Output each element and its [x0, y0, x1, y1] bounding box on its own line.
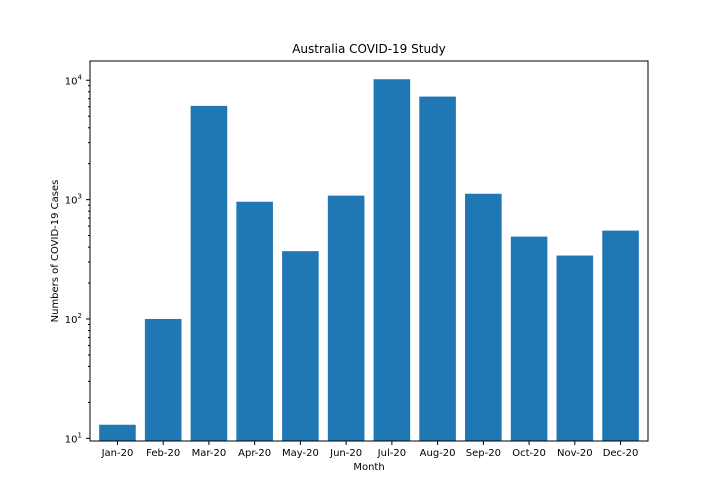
- bar-jul-20: [373, 79, 411, 441]
- x-tick-label: Apr-20: [238, 448, 271, 459]
- x-tick-label: Oct-20: [512, 448, 546, 459]
- x-ticks-group: Jan-20 Feb-20 Mar-20 Apr-20 May-20 Jun-20 Jul-…: [101, 441, 639, 459]
- bar-apr-20: [236, 201, 273, 441]
- y-tick-label: 101: [65, 431, 82, 445]
- chart-title: Australia COVID-19 Study: [292, 42, 446, 56]
- x-tick-label: Jul-20: [377, 448, 406, 459]
- x-tick-label: May-20: [282, 448, 319, 459]
- bars-group: [99, 79, 639, 442]
- bar-nov-20: [556, 255, 594, 441]
- bar-mar-20: [190, 105, 228, 441]
- bar-jan-20: [99, 424, 136, 441]
- bar-sep-20: [465, 193, 502, 441]
- bar-feb-20: [144, 318, 182, 441]
- x-tick-label: Nov-20: [557, 448, 593, 459]
- bar-oct-20: [510, 236, 548, 441]
- y-ticks-group: 101 102 103 104: [65, 73, 90, 445]
- bar-aug-20: [419, 96, 456, 442]
- x-tick-label: Sep-20: [466, 448, 501, 459]
- x-tick-label: Aug-20: [420, 448, 456, 459]
- y-axis-label: Numbers of COVID-19 Cases: [50, 180, 61, 323]
- bar-jun-20: [327, 195, 365, 441]
- y-tick-label: 104: [65, 73, 83, 87]
- bar-may-20: [282, 251, 319, 441]
- y-tick-label: 103: [65, 193, 82, 207]
- bar-dec-20: [602, 230, 639, 441]
- plot-frame: [89, 60, 649, 442]
- x-tick-label: Jun-20: [329, 448, 362, 459]
- x-axis-label: Month: [353, 462, 384, 473]
- x-tick-label: Dec-20: [603, 448, 639, 459]
- x-tick-label: Feb-20: [146, 448, 180, 459]
- y-tick-label: 102: [65, 312, 82, 326]
- x-tick-label: Mar-20: [192, 448, 227, 459]
- x-tick-label: Jan-20: [101, 448, 134, 459]
